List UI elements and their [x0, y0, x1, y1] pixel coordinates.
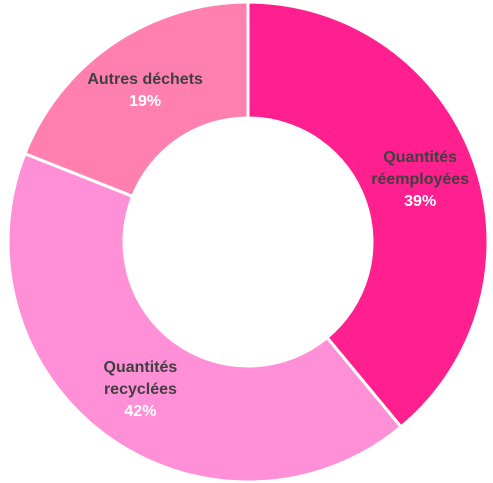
category-label: Autres déchets: [87, 70, 203, 88]
category-label: Quantités réemployées: [371, 149, 470, 188]
donut-segment: [22, 0, 250, 199]
donut-segment: [6, 151, 404, 483]
segment-label: Autres déchets 19%: [80, 69, 210, 113]
segment-label: Quantités recyclées 42%: [75, 357, 205, 423]
value-label: 42%: [124, 403, 157, 421]
value-label: 39%: [404, 193, 437, 210]
donut-segment: [246, 0, 490, 430]
segment-label: Quantités réemployées 39%: [355, 147, 485, 213]
category-label: Quantités recyclées: [103, 359, 178, 399]
value-label: 19%: [129, 92, 162, 110]
